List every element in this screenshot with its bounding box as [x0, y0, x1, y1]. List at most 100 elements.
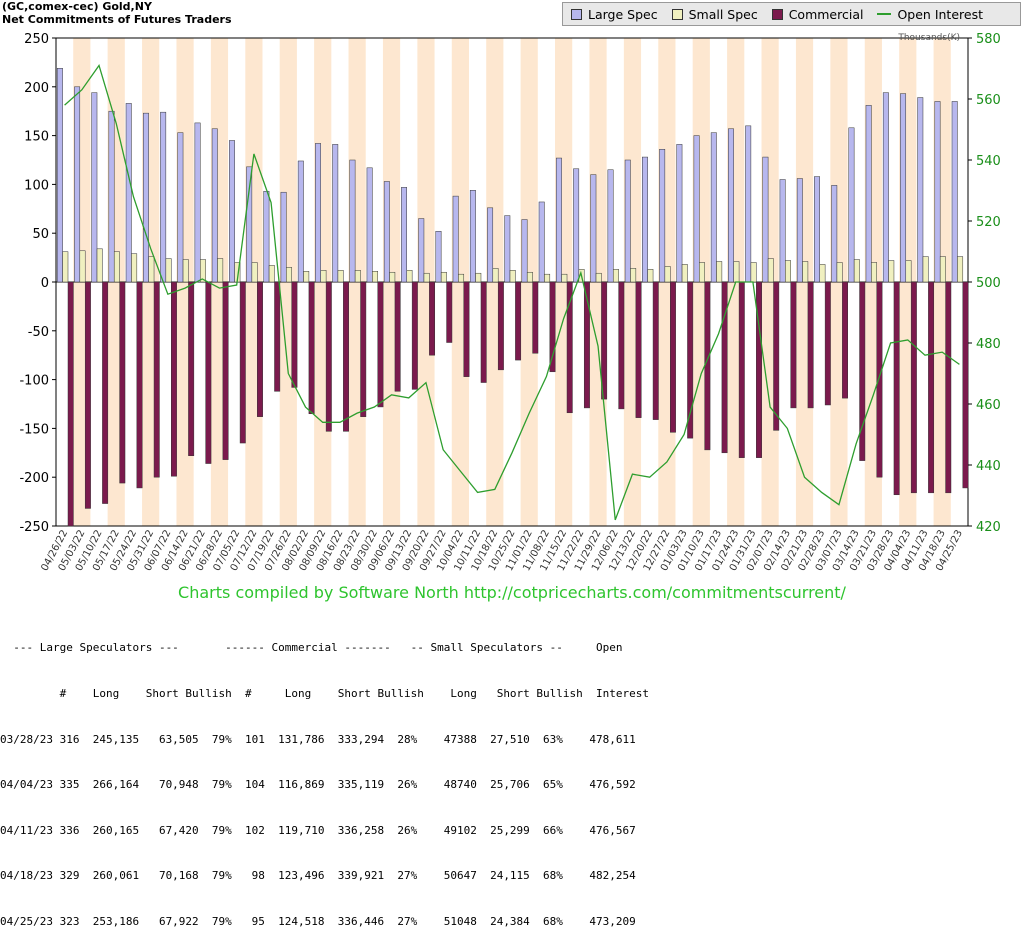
left-tick-label: 0	[41, 276, 49, 291]
large-spec-bar	[315, 143, 321, 283]
large-spec-bar	[745, 125, 752, 283]
small-spec-bar	[200, 259, 206, 283]
large-spec-bar	[779, 179, 786, 283]
legend-small-spec-label: Small Spec	[688, 6, 758, 22]
commercial-swatch	[771, 8, 783, 20]
left-tick-label: -200	[19, 471, 49, 486]
table-row: 04/04/23 335 266,164 70,948 79% 104 116,…	[0, 778, 636, 792]
large-spec-bar	[676, 144, 683, 283]
table-row: 04/11/23 336 260,165 67,420 79% 102 119,…	[0, 823, 636, 837]
right-axis-unit: Thousands(K)	[897, 33, 960, 43]
large-spec-bar	[624, 159, 631, 283]
commercial-bar	[480, 281, 487, 383]
commercial-bar	[738, 281, 745, 458]
left-tick-label: 250	[24, 32, 49, 47]
commercial-bar	[239, 281, 246, 444]
commercial-bar	[84, 281, 91, 509]
chart-title: (GC,comex-cec) Gold,NY Net Commitments o…	[2, 0, 232, 26]
left-tick-label: 100	[24, 178, 49, 193]
large-spec-bar	[280, 191, 287, 283]
large-spec-bar	[211, 128, 218, 283]
left-tick-label: 200	[24, 81, 49, 96]
small-spec-bar	[853, 259, 860, 283]
large-spec-bar	[142, 112, 149, 283]
commercial-bar	[773, 281, 780, 431]
small-spec-bar	[647, 269, 654, 283]
large-spec-bar	[418, 218, 425, 283]
large-spec-bar	[693, 135, 700, 283]
large-spec-bar	[435, 231, 442, 283]
small-spec-bar	[785, 260, 791, 283]
small-spec-bar	[406, 270, 413, 283]
small-spec-bar	[217, 258, 224, 283]
commercial-bar	[102, 281, 109, 504]
right-tick-label: 520	[976, 215, 1001, 230]
small-spec-bar	[681, 264, 688, 283]
open-interest-line	[64, 63, 960, 521]
left-tick-label: 50	[32, 227, 49, 242]
small-spec-bar	[182, 259, 189, 283]
bar-series	[56, 68, 969, 527]
large-spec-bar	[659, 149, 666, 283]
commercial-bar	[325, 281, 332, 432]
large-spec-bar	[762, 156, 769, 283]
right-tick-label: 500	[976, 276, 1001, 291]
legend: Large Spec Small Spec Commercial Open In…	[562, 2, 1021, 26]
small-spec-bar	[716, 261, 723, 283]
commercial-bar	[497, 281, 504, 371]
table-header-2: # Long Short Bullish # Long Short Bullis…	[0, 687, 650, 701]
large-spec-bar	[796, 178, 803, 283]
right-tick-label: 560	[976, 93, 1001, 108]
right-tick-label: 420	[976, 520, 1001, 535]
commercial-bar	[274, 281, 281, 392]
large-spec-bar	[710, 132, 717, 283]
small-spec-bar	[354, 270, 361, 283]
commercial-bar	[687, 281, 694, 439]
commercial-bar	[824, 281, 831, 406]
table-row: 04/18/23 329 260,061 70,168 79% 98 123,4…	[0, 869, 636, 883]
right-tick-label: 480	[976, 337, 1001, 352]
small-spec-bar	[251, 262, 258, 283]
small-spec-bar	[733, 261, 740, 283]
small-spec-bar	[458, 273, 465, 283]
large-spec-bar	[728, 128, 734, 283]
large-spec-bar	[934, 101, 941, 283]
right-tick-label: 540	[976, 154, 1001, 169]
large-spec-swatch	[571, 8, 582, 20]
x-axis: 04/26/2205/03/2205/10/2205/17/2205/24/22…	[39, 528, 965, 573]
large-spec-bar	[469, 190, 476, 283]
large-spec-bar	[848, 127, 855, 283]
small-spec-bar	[819, 264, 826, 283]
small-spec-bar	[286, 267, 292, 283]
small-spec-bar	[699, 262, 705, 283]
commercial-bar	[566, 281, 573, 414]
small-spec-bar	[595, 272, 602, 283]
small-spec-bar	[423, 272, 430, 283]
small-spec-bar	[871, 262, 877, 283]
large-spec-bar	[521, 219, 528, 283]
commercial-bar	[842, 281, 848, 399]
commercial-bar	[962, 281, 969, 489]
small-spec-bar	[440, 271, 447, 283]
commercial-bar	[343, 281, 349, 432]
commercial-bar	[291, 281, 298, 388]
small-spec-bar	[836, 262, 843, 283]
small-spec-swatch	[671, 8, 683, 20]
commercial-bar	[463, 281, 470, 377]
small-spec-bar	[888, 260, 895, 283]
small-spec-bar	[79, 250, 86, 283]
commercial-bar	[377, 281, 384, 408]
large-spec-bar	[263, 190, 270, 283]
right-tick-label: 440	[976, 459, 1001, 474]
large-spec-bar	[555, 157, 562, 283]
small-spec-bar	[767, 258, 774, 283]
left-tick-label: -50	[28, 325, 49, 340]
left-tick-label: 150	[24, 130, 49, 145]
small-spec-bar	[131, 253, 138, 283]
small-spec-bar	[630, 268, 637, 283]
commercial-bar	[394, 281, 401, 392]
large-spec-bar	[297, 160, 304, 283]
large-spec-bar	[108, 110, 115, 283]
small-spec-bar	[303, 271, 310, 283]
legend-large-spec: Large Spec	[571, 7, 658, 22]
